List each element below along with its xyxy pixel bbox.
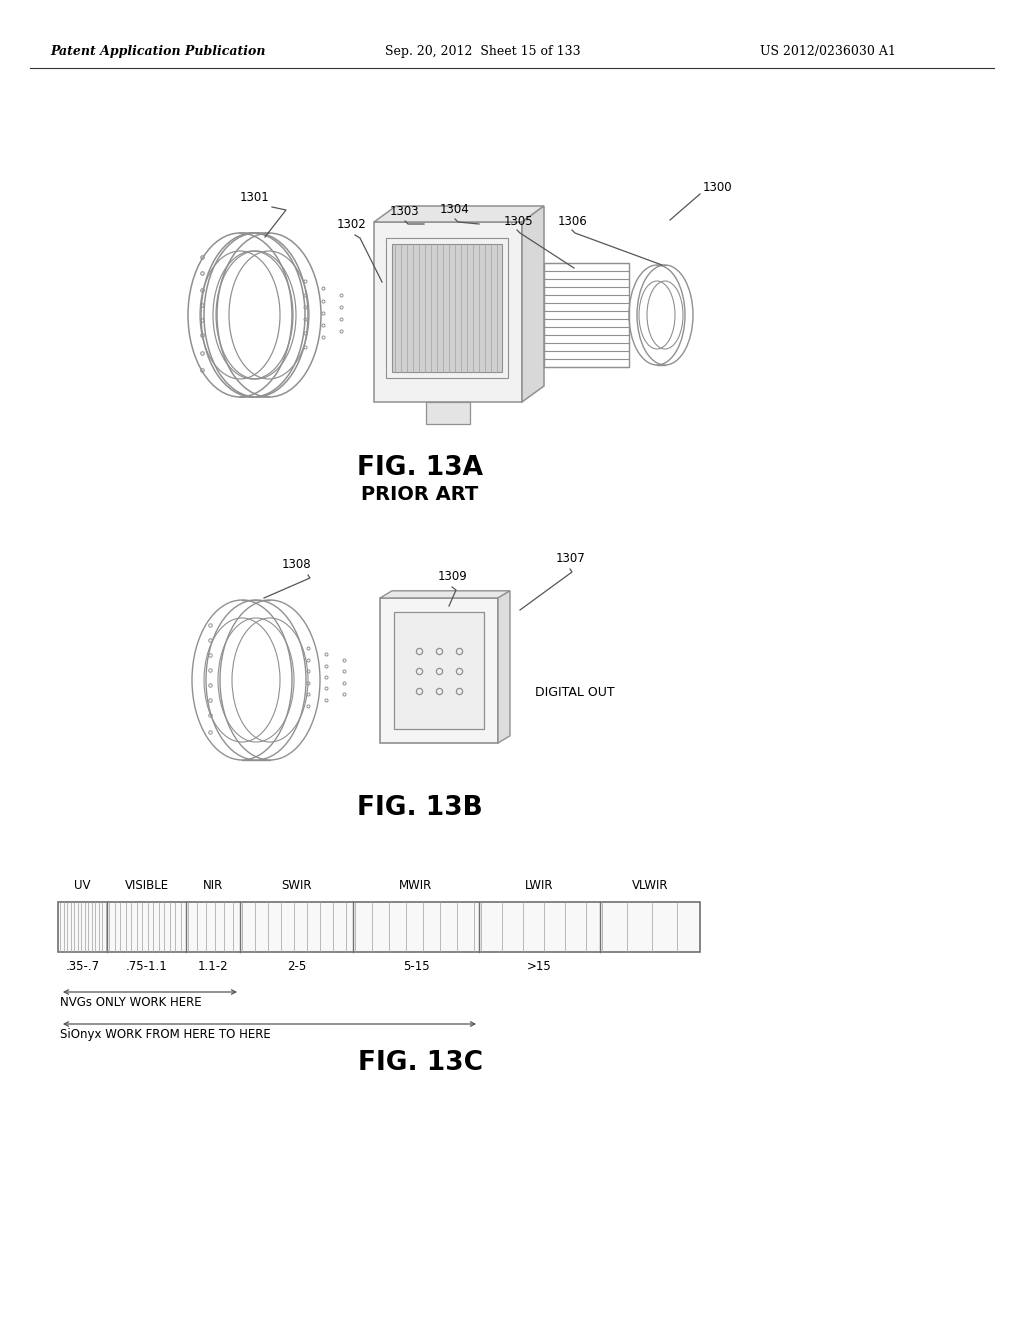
Text: 1306: 1306 xyxy=(558,215,588,228)
Text: 1305: 1305 xyxy=(504,215,534,228)
Text: 1308: 1308 xyxy=(282,558,311,572)
Polygon shape xyxy=(374,206,544,222)
Bar xyxy=(386,238,508,378)
Text: 1309: 1309 xyxy=(438,570,468,583)
Bar xyxy=(374,222,522,403)
Bar xyxy=(394,612,484,729)
Text: SiOnyx WORK FROM HERE TO HERE: SiOnyx WORK FROM HERE TO HERE xyxy=(60,1028,270,1041)
Polygon shape xyxy=(522,206,544,403)
Text: NIR: NIR xyxy=(203,879,223,892)
Text: VLWIR: VLWIR xyxy=(632,879,669,892)
Text: 1301: 1301 xyxy=(240,191,269,205)
Text: Sep. 20, 2012  Sheet 15 of 133: Sep. 20, 2012 Sheet 15 of 133 xyxy=(385,45,581,58)
Text: PRIOR ART: PRIOR ART xyxy=(361,484,478,504)
Text: 1300: 1300 xyxy=(703,181,732,194)
Bar xyxy=(392,244,502,372)
Text: .75-1.1: .75-1.1 xyxy=(126,960,167,973)
Text: Patent Application Publication: Patent Application Publication xyxy=(50,45,265,58)
Text: SWIR: SWIR xyxy=(282,879,311,892)
Bar xyxy=(426,403,470,424)
Text: MWIR: MWIR xyxy=(399,879,432,892)
Text: 1304: 1304 xyxy=(440,203,470,216)
Text: 1.1-2: 1.1-2 xyxy=(198,960,228,973)
Text: FIG. 13A: FIG. 13A xyxy=(357,455,483,480)
Text: FIG. 13B: FIG. 13B xyxy=(357,795,483,821)
Bar xyxy=(544,263,629,367)
Bar xyxy=(58,902,700,952)
FancyBboxPatch shape xyxy=(380,598,498,743)
Text: 1302: 1302 xyxy=(337,218,367,231)
Text: VISIBLE: VISIBLE xyxy=(125,879,169,892)
Text: LWIR: LWIR xyxy=(525,879,554,892)
Polygon shape xyxy=(380,591,510,598)
Text: US 2012/0236030 A1: US 2012/0236030 A1 xyxy=(760,45,896,58)
Text: UV: UV xyxy=(75,879,91,892)
Text: 5-15: 5-15 xyxy=(402,960,429,973)
Text: 1303: 1303 xyxy=(390,205,420,218)
Text: 2-5: 2-5 xyxy=(287,960,306,973)
Polygon shape xyxy=(498,591,510,743)
Text: FIG. 13C: FIG. 13C xyxy=(357,1049,482,1076)
Text: >15: >15 xyxy=(527,960,552,973)
Text: NVGs ONLY WORK HERE: NVGs ONLY WORK HERE xyxy=(60,997,202,1008)
Text: .35-.7: .35-.7 xyxy=(66,960,99,973)
Text: DIGITAL OUT: DIGITAL OUT xyxy=(535,685,614,698)
Text: 1307: 1307 xyxy=(556,552,586,565)
